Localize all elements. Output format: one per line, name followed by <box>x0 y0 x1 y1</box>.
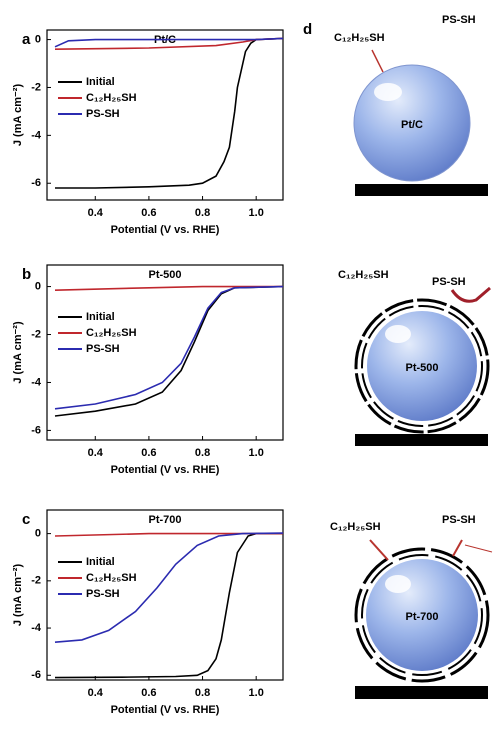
plot-frame <box>46 509 284 681</box>
y-tick-label: 0 <box>35 528 41 540</box>
ligand-label: C₁₂H₂₅SH <box>334 32 385 44</box>
x-tick-label: 1.0 <box>249 207 264 219</box>
y-tick-label: 0 <box>35 33 41 45</box>
polymer-label: PS-SH <box>442 14 476 26</box>
line <box>54 532 284 643</box>
y-tick-label: -4 <box>31 376 42 388</box>
sphere-a: Pt/C C₁₂H₂₅SH PS-SH <box>334 14 488 196</box>
polymer-label: PS-SH <box>432 276 466 288</box>
line <box>54 285 284 410</box>
x-tick-label: 0.6 <box>141 207 156 219</box>
legend-label: PS-SH <box>86 343 120 355</box>
x-tick-label: 1.0 <box>249 447 264 459</box>
line <box>54 285 283 291</box>
legend-label: PS-SH <box>86 588 120 600</box>
legend-label: C₁₂H₂₅SH <box>86 572 137 584</box>
sphere-name: Pt-700 <box>405 611 438 623</box>
x-tick-label: 0.8 <box>195 687 210 699</box>
legend-label: Initial <box>86 311 115 323</box>
panel-label: c <box>22 511 30 528</box>
plot-frame <box>46 29 284 201</box>
y-tick-label: -2 <box>31 81 41 93</box>
sphere-name: Pt/C <box>401 119 423 131</box>
x-axis-label: Potential (V vs. RHE) <box>111 224 220 236</box>
x-tick-label: 0.4 <box>88 207 104 219</box>
ligand-label: C₁₂H₂₅SH <box>338 269 389 281</box>
chart: c Pt-700 Potential (V vs. RHE) J (mA cm⁻²) 0… <box>12 509 284 716</box>
x-axis-label: Potential (V vs. RHE) <box>111 704 220 716</box>
chart-title: Pt-700 <box>148 514 181 526</box>
sphere-c: Pt-700 C₁₂H₂₅SH PS-SH <box>330 514 493 699</box>
chart: b Pt-500 Potential (V vs. RHE) J (mA cm⁻²) 0… <box>12 264 284 476</box>
y-axis-label: J (mA cm⁻²) <box>12 321 24 384</box>
plot-frame <box>46 264 284 441</box>
chart-title: Pt-500 <box>148 269 181 281</box>
sphere-name: Pt-500 <box>405 362 438 374</box>
legend-label: PS-SH <box>86 108 120 120</box>
ligand-label: C₁₂H₂₅SH <box>330 521 381 533</box>
polymer-label: PS-SH <box>442 514 476 526</box>
y-axis-label: J (mA cm⁻²) <box>12 84 24 147</box>
y-tick-label: 0 <box>35 280 41 292</box>
y-axis-label: J (mA cm⁻²) <box>12 564 24 627</box>
x-tick-label: 0.4 <box>88 687 104 699</box>
x-tick-label: 0.8 <box>195 207 210 219</box>
y-tick-label: -4 <box>31 129 42 141</box>
panel-label: a <box>22 31 31 48</box>
y-tick-label: -2 <box>31 575 41 587</box>
line <box>54 532 283 679</box>
y-tick-label: -6 <box>31 177 41 189</box>
sphere-b: Pt-500 C₁₂H₂₅SH PS-SH <box>338 269 491 446</box>
x-tick-label: 0.4 <box>88 447 104 459</box>
y-tick-label: -6 <box>31 424 41 436</box>
legend-label: Initial <box>86 76 115 88</box>
legend-label: C₁₂H₂₅SH <box>86 92 137 104</box>
y-tick-label: -4 <box>31 622 42 634</box>
line <box>54 37 284 48</box>
x-tick-label: 0.6 <box>141 687 156 699</box>
panel-label: d <box>303 21 312 38</box>
x-tick-label: 0.8 <box>195 447 210 459</box>
x-tick-label: 0.6 <box>141 447 156 459</box>
legend-label: Initial <box>86 556 115 568</box>
x-axis-label: Potential (V vs. RHE) <box>111 464 220 476</box>
y-tick-label: -6 <box>31 669 41 681</box>
legend-label: C₁₂H₂₅SH <box>86 327 137 339</box>
panel-label: b <box>22 266 31 283</box>
x-tick-label: 1.0 <box>249 687 264 699</box>
y-tick-label: -2 <box>31 328 41 340</box>
line <box>55 37 284 189</box>
